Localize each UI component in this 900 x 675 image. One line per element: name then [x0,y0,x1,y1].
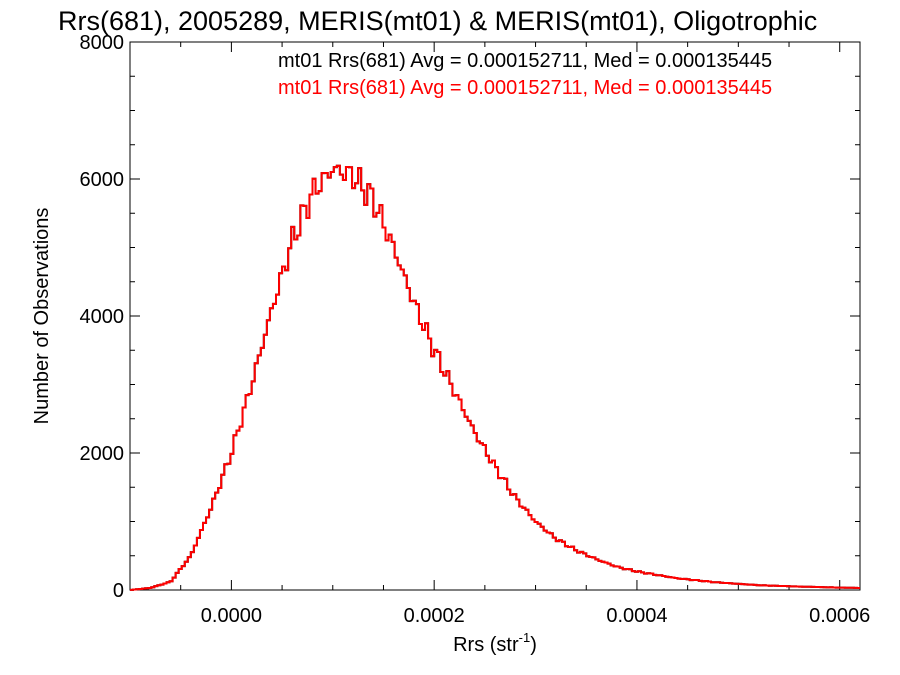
legend-entry-mt01-black: mt01 Rrs(681) Avg = 0.000152711, Med = 0… [278,50,772,72]
histogram-series-black [130,164,860,591]
y-tick-label: 6000 [80,169,125,191]
histogram-series-red [130,164,860,591]
x-axis-label: Rrs (str-1) [453,630,537,656]
y-tick-label: 0 [113,580,124,602]
x-tick-label: 0.0000 [201,605,262,627]
y-tick-label: 4000 [80,306,125,328]
x-tick-label: 0.0004 [606,605,667,627]
y-tick-label: 8000 [80,32,125,54]
chart-title: Rrs(681), 2005289, MERIS(mt01) & MERIS(m… [58,6,817,36]
plot-frame [129,41,861,591]
legend-entry-mt01-red: mt01 Rrs(681) Avg = 0.000152711, Med = 0… [278,77,772,99]
x-axis-ticks: 0.0000 0.0002 0.0004 0.0006 [129,42,870,627]
x-axis-label-exponent: -1 [519,630,531,645]
x-tick-label: 0.0006 [809,605,870,627]
y-axis-label: Number of Observations [31,208,53,425]
y-tick-label: 2000 [80,443,125,465]
histogram-series [130,164,860,591]
x-axis-label-close: ) [530,634,537,656]
y-axis-ticks: 0 2000 4000 6000 8000 [80,32,860,602]
x-tick-label: 0.0002 [404,605,465,627]
x-axis-label-text: Rrs (str [453,634,519,656]
